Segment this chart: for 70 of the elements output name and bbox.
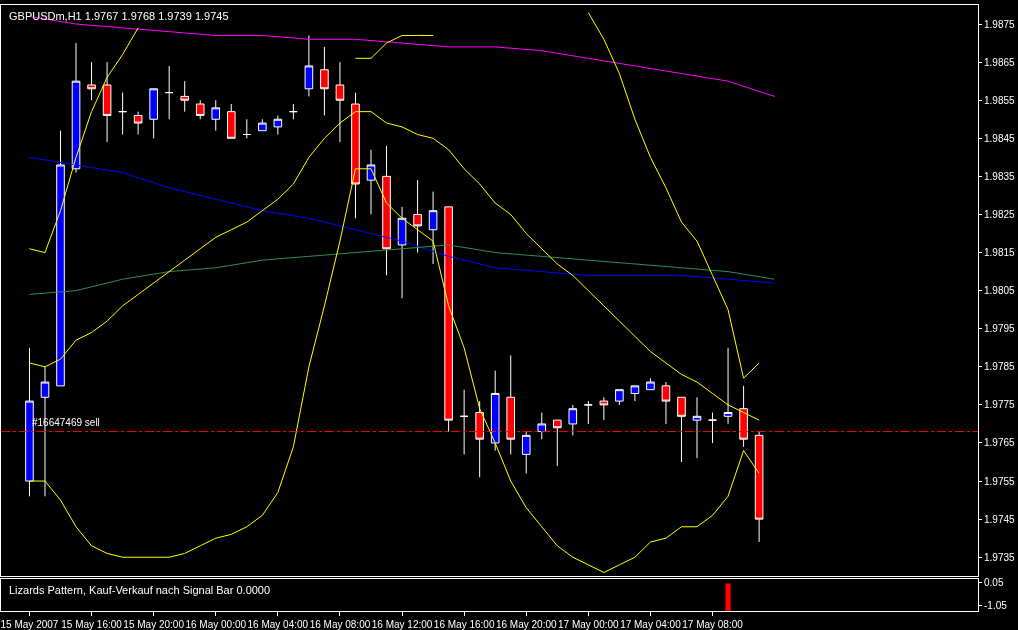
candlestick	[490, 370, 500, 452]
candlestick	[723, 347, 733, 425]
y-tick-label: 1.9765	[984, 437, 1016, 449]
x-tick-label: 16 May 12:00	[371, 619, 433, 630]
candlestick	[428, 191, 438, 265]
y-tick-label: 1.9875	[984, 18, 1016, 30]
candlestick	[708, 412, 717, 444]
line-series	[28, 244, 776, 295]
y-tick-label: 1.9755	[984, 475, 1016, 487]
candlestick	[661, 381, 671, 425]
candlestick	[149, 88, 158, 139]
y-tick-label: 1.9835	[984, 170, 1016, 182]
x-tick-label: 16 May 04:00	[247, 619, 309, 630]
y-tick-label: 1.9815	[984, 247, 1016, 259]
candlestick	[320, 46, 329, 116]
candlestick	[568, 404, 578, 436]
candlestick	[133, 111, 143, 135]
candlestick	[646, 377, 655, 391]
y-tick-label: 1.9735	[984, 551, 1016, 563]
candlestick	[195, 99, 205, 120]
candlestick	[242, 118, 252, 139]
x-tick-label: 15 May 2007	[0, 619, 59, 630]
x-tick-label: 16 May 16:00	[433, 619, 495, 630]
candlestick	[599, 396, 609, 421]
y-tick-label: 1.9855	[984, 94, 1016, 106]
x-tick-label: 16 May 00:00	[185, 619, 247, 630]
candlestick	[25, 347, 34, 497]
candlestick	[118, 92, 127, 135]
candlestick	[258, 118, 267, 132]
candlestick	[226, 103, 236, 139]
x-tick-label: 17 May 08:00	[682, 619, 744, 630]
candlestick	[413, 179, 422, 254]
y-tick-label: 1.9785	[984, 361, 1016, 373]
candlestick	[164, 65, 174, 120]
x-tick-label: 17 May 00:00	[558, 619, 620, 630]
candlestick	[335, 61, 345, 143]
y-tick-label: 1.9845	[984, 132, 1016, 144]
candlestick	[102, 61, 112, 143]
candlestick	[211, 99, 221, 132]
y-tick-label: 1.9775	[984, 399, 1016, 411]
candlestick	[289, 103, 298, 120]
chart-title: Lizards Pattern, Kauf-Verkauf nach Signal Bar 0.0000	[9, 584, 271, 596]
candlestick	[366, 149, 376, 215]
candlestick	[180, 80, 190, 113]
x-tick-label: 16 May 08:00	[309, 619, 371, 630]
x-tick-label: 15 May 16:00	[61, 619, 123, 630]
candlestick	[521, 431, 531, 474]
x-tick-label: 16 May 20:00	[495, 619, 557, 630]
candlestick	[584, 400, 593, 425]
y-tick-label: 1.9795	[984, 323, 1016, 335]
chart-title: GBPUSDm,H1 1.9767 1.9768 1.9739 1.9745	[9, 10, 229, 22]
y-tick-label: -1.05	[984, 600, 1008, 612]
candlestick	[382, 145, 391, 276]
y-tick-label: 1.9825	[984, 208, 1016, 220]
candlestick	[459, 389, 469, 455]
y-tick-label: 1.9865	[984, 56, 1016, 68]
candlestick	[630, 385, 640, 402]
candlestick	[537, 412, 547, 440]
candlestick	[615, 389, 624, 406]
candlestick	[87, 61, 96, 101]
candlestick	[273, 114, 283, 135]
y-tick-label: 1.9745	[984, 513, 1016, 525]
y-tick-label: 0.05	[984, 576, 1004, 588]
candlestick	[692, 396, 702, 459]
x-tick-label: 15 May 20:00	[123, 619, 185, 630]
candlestick	[304, 34, 314, 97]
y-tick-label: 1.9805	[984, 285, 1016, 297]
candlestick	[351, 92, 360, 219]
x-tick-label: 17 May 04:00	[620, 619, 682, 630]
line-series	[28, 168, 760, 573]
